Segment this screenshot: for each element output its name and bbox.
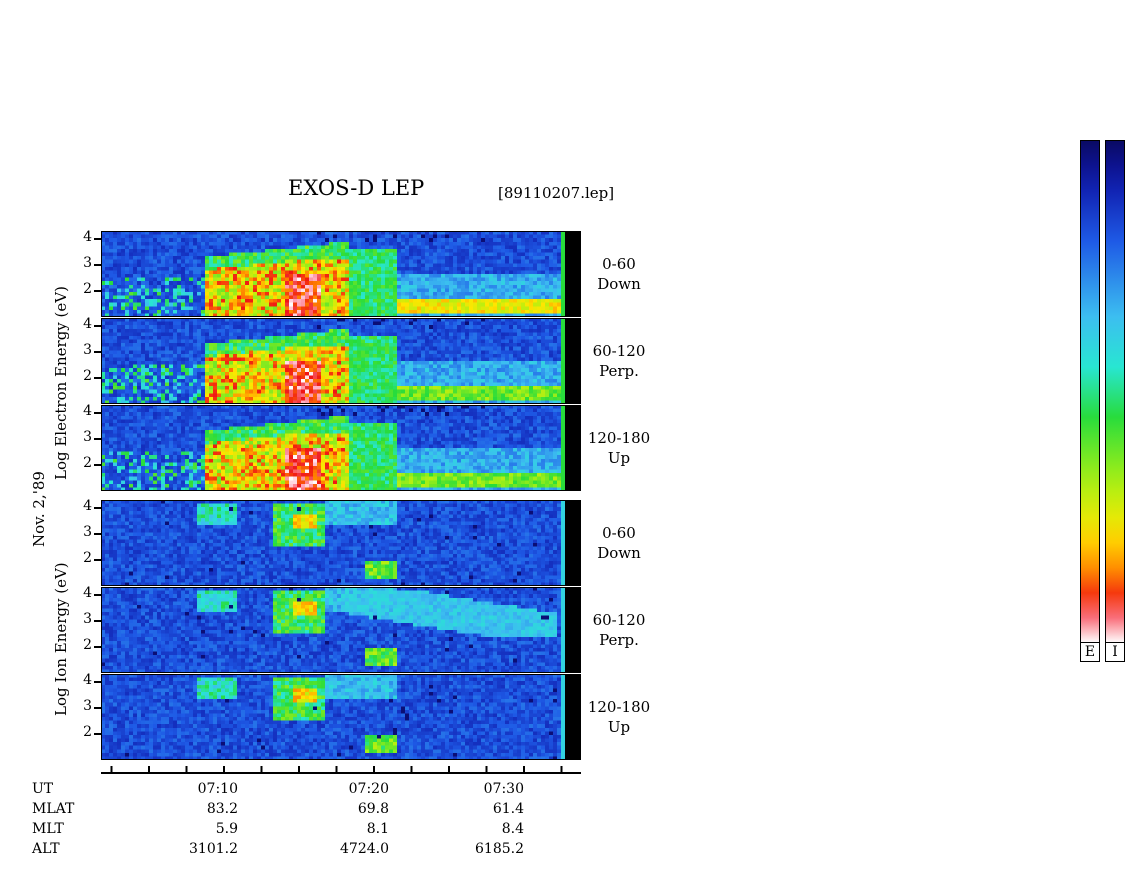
y-tick-mark: [94, 646, 101, 648]
y-tick-mark: [94, 620, 101, 622]
direction-label: Down: [597, 275, 641, 293]
y-tick-mark: [94, 707, 101, 709]
y-tick-label: 2: [83, 724, 92, 740]
y-tick-mark: [94, 238, 101, 240]
panel-direction-label: 60-120 Perp.: [574, 610, 664, 650]
y-tick-label: 2: [83, 368, 92, 384]
y-tick-label: 4: [83, 585, 92, 601]
colorbar-electron: E: [1080, 140, 1100, 662]
ephemeris-value: 8.1: [366, 821, 389, 837]
y-tick-label: 3: [83, 524, 92, 540]
panel-direction-label: 60-120 Perp.: [574, 341, 664, 381]
y-tick-label: 2: [83, 281, 92, 297]
y-tick-mark: [94, 351, 101, 353]
colorbar-ion-gradient: [1106, 141, 1124, 643]
y-tick-mark: [94, 507, 101, 509]
spectrogram-ion-perp: [101, 587, 581, 673]
x-tick-label: 07:10: [197, 781, 238, 797]
y-tick-mark: [94, 377, 101, 379]
colorbar-electron-gradient: [1081, 141, 1099, 643]
y-tick-mark: [94, 681, 101, 683]
panel-direction-label: 0-60 Down: [574, 523, 664, 563]
x-tick-label: 07:20: [348, 781, 389, 797]
pitch-range-label: 60-120: [592, 342, 646, 360]
ephemeris-value: 8.4: [501, 821, 524, 837]
direction-label: Perp.: [599, 631, 639, 649]
y-tick-label: 3: [83, 429, 92, 445]
ephemeris-value: 3101.2: [189, 841, 238, 857]
chart-title: EXOS-D LEP: [288, 176, 425, 200]
y-tick-mark: [94, 264, 101, 266]
direction-label: Down: [597, 544, 641, 562]
ephemeris-row-label: MLT: [32, 821, 64, 837]
y-tick-mark: [94, 533, 101, 535]
colorbar-ion: I: [1105, 140, 1125, 662]
date-label: Nov. 2,'89: [30, 471, 48, 547]
ephemeris-row-label: UT: [32, 781, 54, 797]
ion-axis-label: Log Ion Energy (eV): [52, 562, 70, 716]
ephemeris-value: 83.2: [206, 801, 238, 817]
colorbar-electron-label: E: [1081, 642, 1099, 661]
panel-direction-label: 0-60 Down: [574, 254, 664, 294]
panel-direction-label: 120-180 Up: [574, 697, 664, 737]
y-tick-mark: [94, 594, 101, 596]
y-tick-label: 4: [83, 672, 92, 688]
y-tick-label: 3: [83, 611, 92, 627]
spectrogram-electron-down: [101, 231, 581, 317]
y-tick-label: 2: [83, 637, 92, 653]
panel-direction-label: 120-180 Up: [574, 428, 664, 468]
ephemeris-value: 6185.2: [475, 841, 524, 857]
y-tick-mark: [94, 733, 101, 735]
y-tick-mark: [94, 559, 101, 561]
y-tick-label: 4: [83, 498, 92, 514]
ephemeris-value: 5.9: [215, 821, 238, 837]
direction-label: Up: [607, 449, 631, 467]
ephemeris-value: 61.4: [492, 801, 524, 817]
ephemeris-row-label: ALT: [32, 841, 60, 857]
pitch-range-label: 120-180: [587, 698, 651, 716]
y-tick-label: 4: [83, 403, 92, 419]
ephemeris-value: 4724.0: [340, 841, 389, 857]
direction-label: Perp.: [599, 362, 639, 380]
pitch-range-label: 60-120: [592, 611, 646, 629]
y-tick-label: 3: [83, 698, 92, 714]
spectrogram-electron-perp: [101, 318, 581, 404]
colorbar-ion-label: I: [1106, 642, 1124, 661]
file-label: [89110207.lep]: [498, 184, 615, 202]
y-tick-label: 2: [83, 455, 92, 471]
y-tick-label: 2: [83, 550, 92, 566]
ephemeris-value: 69.8: [357, 801, 389, 817]
spectrogram-ion-up: [101, 674, 581, 760]
y-tick-mark: [94, 325, 101, 327]
pitch-range-label: 120-180: [587, 429, 651, 447]
y-tick-mark: [94, 412, 101, 414]
ephemeris-row-label: MLAT: [32, 801, 75, 817]
y-tick-label: 3: [83, 342, 92, 358]
y-tick-mark: [94, 438, 101, 440]
pitch-range-label: 0-60: [602, 255, 636, 273]
y-tick-mark: [94, 464, 101, 466]
x-tick-label: 07:30: [483, 781, 524, 797]
y-tick-label: 4: [83, 316, 92, 332]
electron-axis-label: Log Electron Energy (eV): [52, 286, 70, 480]
pitch-range-label: 0-60: [602, 524, 636, 542]
y-tick-label: 4: [83, 229, 92, 245]
y-tick-label: 3: [83, 255, 92, 271]
spectrogram-ion-down: [101, 500, 581, 586]
direction-label: Up: [607, 718, 631, 736]
time-axis: [101, 766, 581, 774]
y-tick-mark: [94, 290, 101, 292]
spectrogram-electron-up: [101, 405, 581, 491]
